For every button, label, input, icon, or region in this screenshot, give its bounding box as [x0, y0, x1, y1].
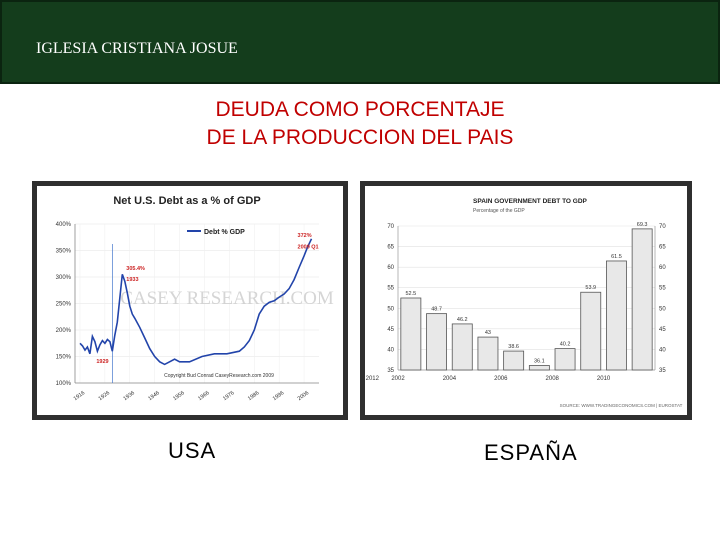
- usa-annotation: 305.4%: [126, 266, 145, 272]
- spain-xtick-label: 2004: [443, 376, 457, 382]
- spain-ytick-label-right: 60: [659, 265, 666, 271]
- spain-bar: [528, 365, 550, 371]
- spain-ytick-label-left: 45: [387, 327, 394, 333]
- usa-annotation: 1929: [96, 359, 108, 365]
- usa-ytick-label: 300%: [56, 275, 72, 281]
- spain-xtick-label: 2002: [391, 376, 405, 382]
- spain-ytick-label-left: 40: [387, 347, 394, 353]
- usa-source-note: Copyright Bud Conrad CaseyResearch.com 2…: [164, 373, 274, 379]
- spain-xtick-label: 2012: [366, 376, 380, 382]
- usa-debt-chart: Net U.S. Debt as a % of GDP CASEY RESEAR…: [37, 186, 343, 415]
- usa-debt-series-line: [79, 238, 313, 366]
- spain-bar-value-label: 61.5: [611, 254, 622, 260]
- spain-ytick-label-right: 55: [659, 286, 666, 292]
- spain-bar-value-label: 40.2: [560, 342, 571, 348]
- usa-ytick-label: 250%: [56, 302, 72, 308]
- spain-bar-value-label: 53.9: [585, 285, 596, 291]
- spain-xtick-label: 2008: [546, 376, 560, 382]
- spain-ytick-label-right: 35: [659, 368, 666, 374]
- usa-xtick-label: 1956: [172, 390, 185, 402]
- spain-ytick-label-right: 50: [659, 306, 666, 312]
- spain-xtick-label: 2006: [494, 376, 508, 382]
- spain-bar-value-label: 46.2: [457, 317, 468, 323]
- spain-ytick-label-right: 70: [659, 224, 666, 230]
- usa-xtick-label: 1916: [73, 390, 86, 402]
- usa-watermark: CASEY RESEARCH.COM: [120, 288, 334, 309]
- spain-chart-frame: SPAIN GOVERNMENT DEBT TO GDP Percentage …: [360, 181, 692, 420]
- spain-bar: [631, 228, 653, 371]
- spain-bar: [451, 323, 473, 371]
- spain-bar-value-label: 52.5: [405, 291, 416, 297]
- spain-bar: [400, 297, 422, 371]
- caption-spain: ESPAÑA: [484, 440, 578, 465]
- slide-title-line2: DE LA PRODUCCION DEL PAIS: [206, 126, 514, 149]
- slide-title-line1: DEUDA COMO PORCENTAJE: [215, 98, 505, 121]
- spain-bar-value-label: 38.6: [508, 344, 519, 350]
- usa-ytick-label: 350%: [56, 249, 72, 255]
- header-title: IGLESIA CRISTIANA JOSUE: [36, 40, 238, 57]
- spain-bar-value-label: 69.3: [637, 222, 648, 228]
- spain-ytick-label-right: 40: [659, 347, 666, 353]
- spain-bar: [580, 291, 602, 371]
- spain-ytick-label-right: 45: [659, 327, 666, 333]
- usa-ytick-label: 400%: [56, 222, 72, 228]
- usa-chart-frame: Net U.S. Debt as a % of GDP CASEY RESEAR…: [32, 181, 348, 420]
- spain-chart-title: SPAIN GOVERNMENT DEBT TO GDP: [473, 198, 588, 205]
- usa-annotation: 1933: [126, 277, 138, 283]
- spain-source-note: SOURCE: WWW.TRADINGECONOMICS.COM | EUROS…: [560, 403, 683, 408]
- usa-ytick-label: 100%: [56, 381, 72, 387]
- usa-ytick-label: 200%: [56, 328, 72, 334]
- spain-bar-value-label: 48.7: [431, 307, 442, 313]
- usa-xtick-label: 2006: [297, 390, 310, 402]
- spain-chart-subtitle: Percentage of the GDP: [473, 208, 525, 214]
- usa-chart-title: Net U.S. Debt as a % of GDP: [113, 195, 260, 207]
- usa-xtick-label: 1986: [247, 390, 260, 402]
- header-banner: IGLESIA CRISTIANA JOSUE: [0, 0, 720, 84]
- usa-xtick-label: 1996: [272, 390, 285, 402]
- spain-ytick-label-left: 35: [387, 368, 394, 374]
- spain-bar-value-label: 43: [485, 330, 491, 336]
- spain-ytick-label-left: 70: [387, 224, 394, 230]
- spain-bar: [554, 348, 576, 371]
- spain-bar: [606, 260, 627, 371]
- slide-title: DEUDA COMO PORCENTAJE DE LA PRODUCCION D…: [0, 96, 720, 152]
- spain-xtick-label: 2010: [597, 376, 611, 382]
- spain-bar-value-label: 36.1: [534, 358, 545, 364]
- spain-bar: [477, 336, 499, 371]
- spain-ytick-label-left: 60: [387, 265, 394, 271]
- spain-ytick-label-left: 65: [387, 245, 394, 251]
- usa-legend-label: Debt % GDP: [204, 229, 245, 236]
- spain-ytick-label-right: 65: [659, 245, 666, 251]
- usa-xtick-label: 1976: [222, 390, 235, 402]
- usa-annotation: 372%: [298, 233, 312, 239]
- usa-xtick-label: 1966: [197, 390, 210, 402]
- spain-bar: [503, 350, 525, 371]
- usa-xtick-label: 1946: [147, 390, 160, 402]
- spain-ytick-label-left: 50: [387, 306, 394, 312]
- usa-xtick-label: 1936: [122, 390, 135, 402]
- spain-ytick-label-left: 55: [387, 286, 394, 292]
- usa-xtick-label: 1926: [98, 390, 111, 402]
- usa-ytick-label: 150%: [56, 355, 72, 361]
- caption-usa: USA: [168, 438, 217, 463]
- spain-debt-chart: SPAIN GOVERNMENT DEBT TO GDP Percentage …: [365, 186, 687, 415]
- spain-bar: [426, 313, 447, 371]
- usa-annotation: 2009 Q1: [298, 245, 319, 251]
